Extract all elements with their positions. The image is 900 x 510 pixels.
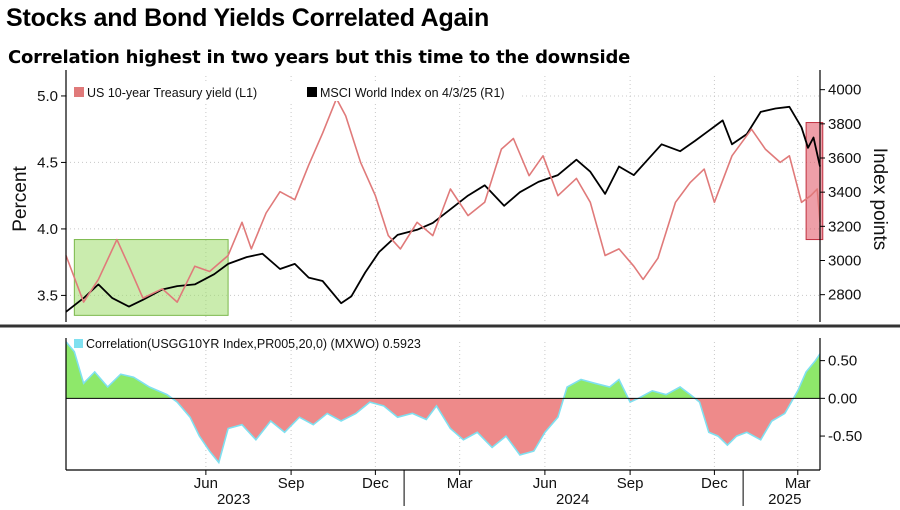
right-tick-label-3: 3400 bbox=[828, 184, 861, 201]
highlight-box-green bbox=[73, 239, 229, 316]
right-tick-label-6: 4000 bbox=[828, 82, 861, 99]
left-tick-label-2: 4.5 bbox=[37, 154, 58, 171]
x-tick-label-4: Jun bbox=[533, 475, 557, 492]
left-tick-label-3: 5.0 bbox=[37, 88, 58, 105]
x-tick-label-2: Dec bbox=[362, 475, 389, 492]
corr-tick-label-0: 0.50 bbox=[828, 353, 857, 370]
left-axis-label: Percent bbox=[10, 166, 31, 232]
msci-world-line bbox=[65, 105, 821, 313]
chart-title: Stocks and Bond Yields Correlated Again bbox=[6, 4, 490, 32]
right-tick-label-5: 3800 bbox=[828, 116, 861, 133]
x-tick-label-0: Jun bbox=[194, 475, 218, 492]
x-tick-label-3: Mar bbox=[447, 475, 473, 492]
corr-tick-label-1: 0.00 bbox=[828, 390, 857, 407]
chart-subtitle: Correlation highest in two years but thi… bbox=[8, 47, 631, 68]
treasury-yield-line bbox=[65, 97, 821, 303]
right-tick-label-2: 3200 bbox=[828, 218, 861, 235]
correlation-area-negative bbox=[66, 398, 820, 463]
left-tick-label-1: 4.0 bbox=[37, 221, 58, 238]
right-tick-label-0: 2800 bbox=[828, 287, 861, 304]
right-axis-label: Index points bbox=[869, 148, 890, 250]
x-tick-label-1: Sep bbox=[278, 475, 305, 492]
legend-swatch-1 bbox=[307, 87, 317, 97]
year-label-1: 2024 bbox=[556, 491, 589, 508]
year-label-0: 2023 bbox=[217, 491, 250, 508]
legend-background bbox=[68, 84, 520, 101]
year-label-2: 2025 bbox=[768, 491, 801, 508]
right-tick-label-4: 3600 bbox=[828, 150, 861, 167]
legend-label-0: US 10-year Treasury yield (L1) bbox=[87, 86, 257, 100]
correlation-legend-label: Correlation(USGG10YR Index,PR005,20,0) (… bbox=[86, 337, 421, 351]
correlation-legend-swatch bbox=[74, 339, 83, 348]
correlation-line bbox=[65, 341, 821, 465]
x-tick-label-5: Sep bbox=[617, 475, 644, 492]
legend-label-1: MSCI World Index on 4/3/25 (R1) bbox=[320, 86, 505, 100]
top-legend: US 10-year Treasury yield (L1) MSCI World… bbox=[68, 84, 520, 101]
correlation-legend: Correlation(USGG10YR Index,PR005,20,0) (… bbox=[74, 337, 421, 351]
left-tick-label-0: 3.5 bbox=[37, 287, 58, 304]
corr-tick-label-2: -0.50 bbox=[828, 428, 862, 445]
x-tick-label-7: Mar bbox=[785, 475, 811, 492]
legend-swatch-0 bbox=[74, 87, 84, 97]
correlation-area-positive bbox=[66, 341, 820, 399]
x-tick-label-6: Dec bbox=[701, 475, 728, 492]
right-tick-label-1: 3000 bbox=[828, 253, 861, 270]
